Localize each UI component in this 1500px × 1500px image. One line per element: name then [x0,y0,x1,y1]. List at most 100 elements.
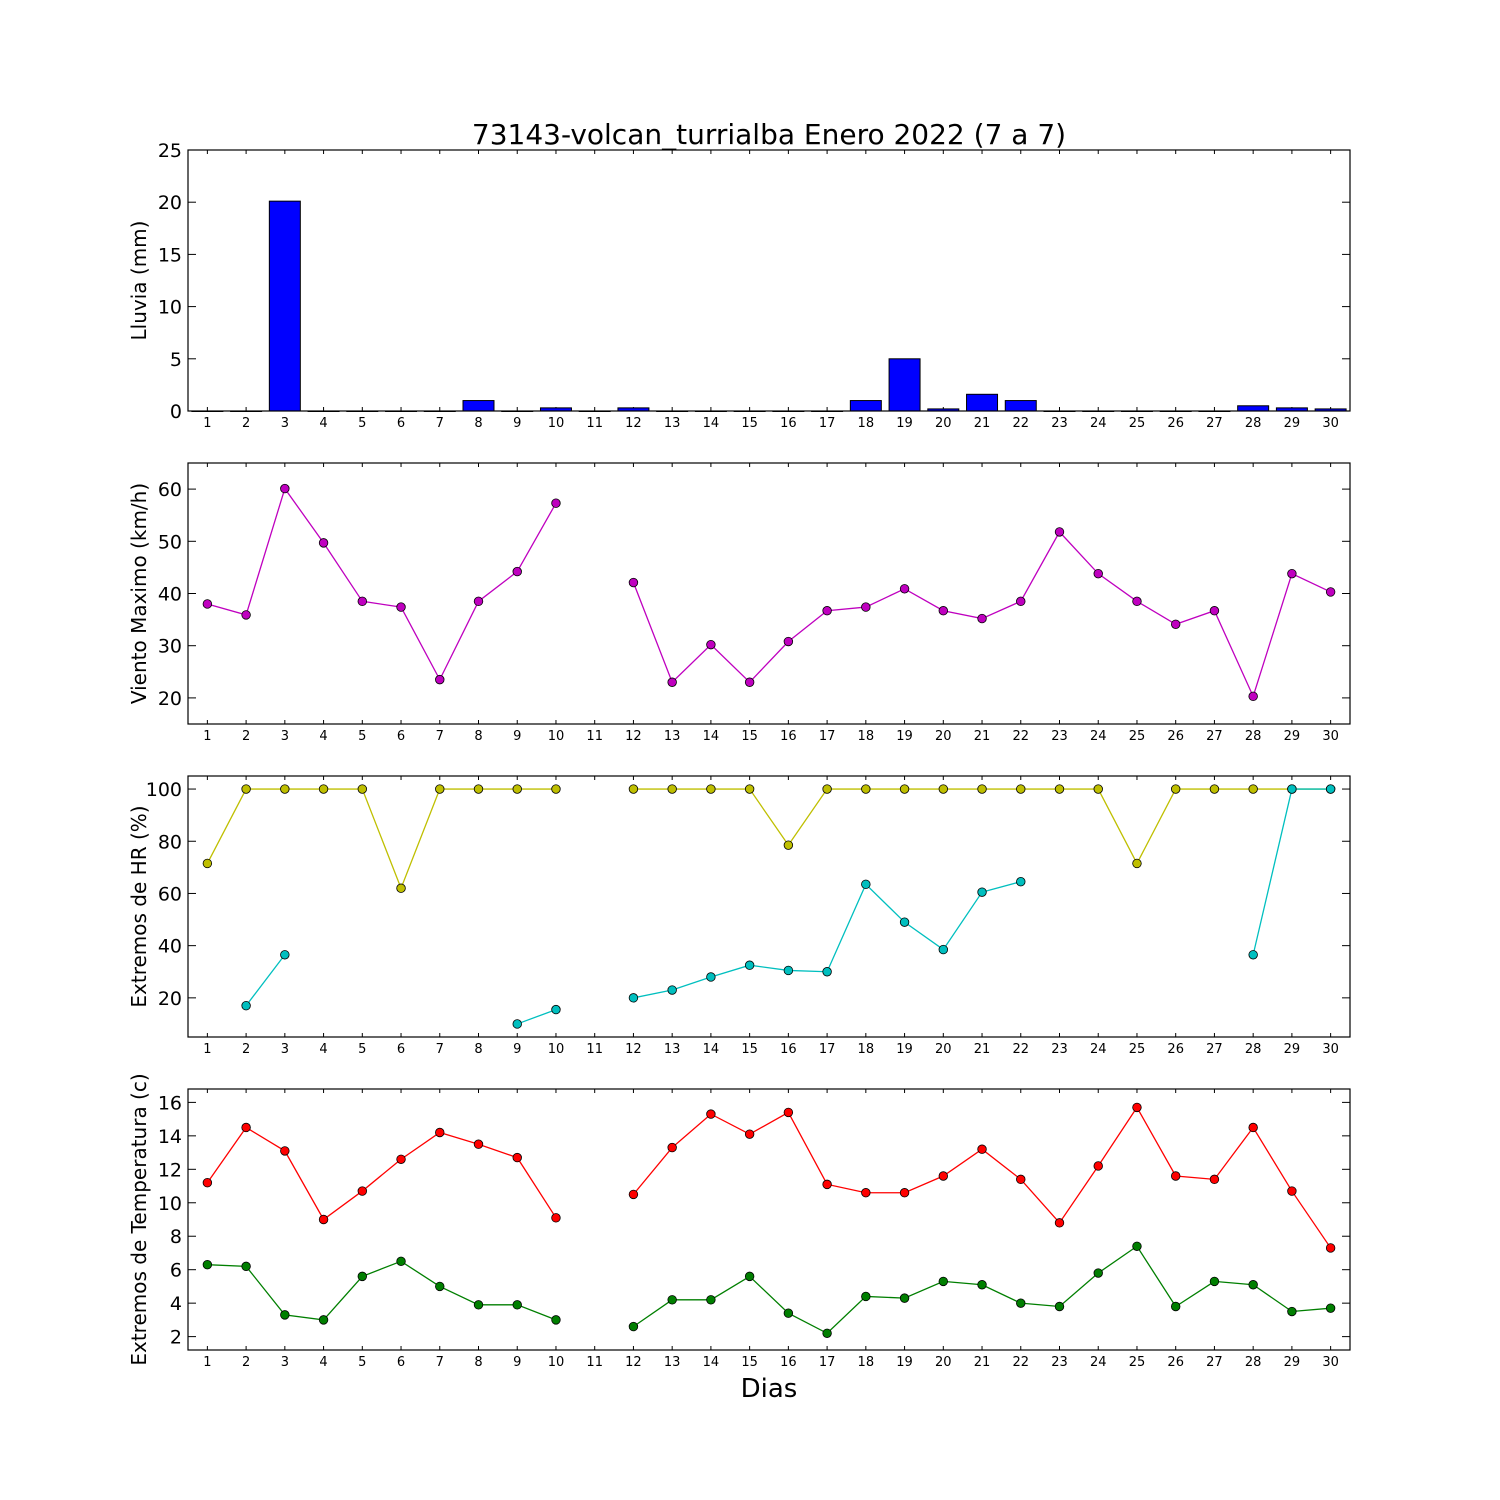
min-humidity-point [783,965,794,976]
min-humidity-point [706,972,716,982]
max-temperature-point [783,1107,794,1118]
max-temperature-point [1248,1122,1258,1133]
max-temperature-point [241,1122,251,1133]
rainfall-x-tick-label: 12 [625,416,642,431]
max-temperature-point [822,1179,832,1190]
max-humidity-point [551,784,561,794]
min-humidity-point [861,879,871,890]
temperature-extremes-y-tick-label: 4 [170,1293,182,1315]
temperature-extremes-x-tick-label: 20 [935,1355,952,1370]
rainfall-x-tick-label: 1 [203,416,211,431]
max-wind-point [1132,596,1142,607]
humidity-extremes-x-tick-label: 26 [1167,1042,1184,1057]
rainfall-x-tick-label: 18 [858,416,875,431]
min-humidity-point [1016,877,1026,887]
max-temperature-point [396,1154,406,1164]
temperature-extremes-y-tick-label: 2 [170,1327,182,1349]
min-humidity-point [938,944,949,955]
temperature-extremes-x-tick-label: 17 [819,1355,836,1370]
max-temperature-point [512,1152,522,1163]
humidity-extremes-x-tick-label: 2 [242,1042,250,1057]
humidity-extremes-x-tick-label: 18 [858,1042,875,1057]
humidity-extremes-x-tick-label: 24 [1090,1042,1107,1057]
temperature-extremes-x-tick-label: 13 [664,1355,681,1370]
humidity-extremes-y-tick-label: 40 [158,936,182,958]
temperature-extremes-y-tick-label: 12 [158,1159,182,1181]
rainfall-bar [462,400,495,412]
min-temperature-point [706,1295,716,1305]
max-temperature-point [1170,1171,1181,1181]
temperature-extremes-x-tick-label: 25 [1129,1355,1146,1370]
max-temperature-line [632,1106,1332,1249]
rainfall-x-tick-label: 19 [896,416,913,431]
humidity-extremes-y-axis-label: Extremos de HR (%) [127,805,151,1007]
rainfall-y-tick-label: 25 [158,140,182,162]
humidity-extremes-x-tick-label: 28 [1245,1042,1262,1057]
max-wind-point [744,677,755,687]
humidity-extremes-x-tick-label: 29 [1284,1042,1301,1057]
figure-title: 73143-volcan_turrialba Enero 2022 (7 a 7… [472,118,1066,151]
min-humidity-point [744,960,755,970]
humidity-extremes-x-tick-label: 5 [358,1042,366,1057]
temperature-extremes-x-tick-label: 26 [1167,1355,1184,1370]
max-humidity-line [633,788,1331,865]
min-temperature-point [938,1276,949,1287]
rainfall-x-tick-label: 25 [1129,416,1146,431]
min-temperature-point [1209,1276,1220,1287]
max-wind-x-tick-label: 25 [1129,729,1146,744]
max-humidity-point [744,784,755,794]
max-humidity-point [318,784,329,794]
temperature-extremes-x-tick-label: 11 [586,1355,603,1370]
humidity-extremes-y-tick-label: 60 [158,883,182,905]
max-wind-point [977,613,987,624]
min-humidity-point [1287,784,1297,794]
humidity-extremes-x-tick-label: 8 [474,1042,482,1057]
max-wind-x-tick-label: 16 [780,729,797,744]
max-temperature-point [1016,1174,1026,1185]
rainfall-x-tick-label: 30 [1322,416,1339,431]
rainfall-x-tick-label: 15 [741,416,758,431]
max-wind-x-tick-label: 7 [436,729,444,744]
rainfall-x-tick-label: 14 [703,416,720,431]
max-temperature-point [938,1171,949,1181]
min-humidity-line [517,1008,557,1025]
max-temperature-line [206,1126,557,1221]
min-temperature-point [473,1300,484,1310]
max-wind-x-tick-label: 23 [1051,729,1068,744]
max-wind-point [280,483,290,494]
max-wind-x-tick-label: 24 [1090,729,1107,744]
max-wind-x-tick-label: 11 [586,729,603,744]
max-humidity-point [783,840,794,850]
temperature-extremes-y-tick-label: 14 [158,1126,182,1148]
rainfall-x-tick-label: 2 [242,416,250,431]
temperature-extremes-x-tick-label: 23 [1051,1355,1068,1370]
temperature-extremes-y-tick-label: 10 [158,1193,182,1215]
temperature-extremes-x-tick-label: 16 [780,1355,797,1370]
max-humidity-point [938,784,949,794]
rainfall-x-tick-label: 24 [1090,416,1107,431]
min-temperature-point [202,1259,213,1270]
temperature-extremes-x-tick-label: 29 [1284,1355,1301,1370]
min-humidity-point [822,967,832,977]
temperature-extremes-plot-frame [187,1088,1351,1351]
rainfall-y-tick-label: 15 [158,244,182,266]
max-wind-line [207,487,557,682]
max-humidity-point [1054,784,1065,794]
temperature-extremes-x-tick-label: 19 [896,1355,913,1370]
rainfall-x-tick-label: 9 [513,416,521,431]
max-humidity-point [899,784,910,794]
min-temperature-point [318,1315,329,1325]
max-wind-y-tick-label: 40 [158,584,182,606]
max-wind-point [861,602,871,612]
max-wind-point [706,639,716,650]
max-temperature-point [744,1129,755,1139]
max-humidity-point [667,784,677,794]
humidity-extremes-y-tick-label: 80 [158,831,182,853]
temperature-extremes-x-tick-label: 1 [203,1355,211,1370]
max-wind-point [551,498,561,508]
max-wind-point [241,610,251,620]
rainfall-x-tick-label: 4 [319,416,327,431]
temperature-extremes-x-tick-label: 2 [242,1355,250,1370]
max-humidity-point [202,858,213,869]
max-wind-y-tick-label: 50 [158,531,182,553]
